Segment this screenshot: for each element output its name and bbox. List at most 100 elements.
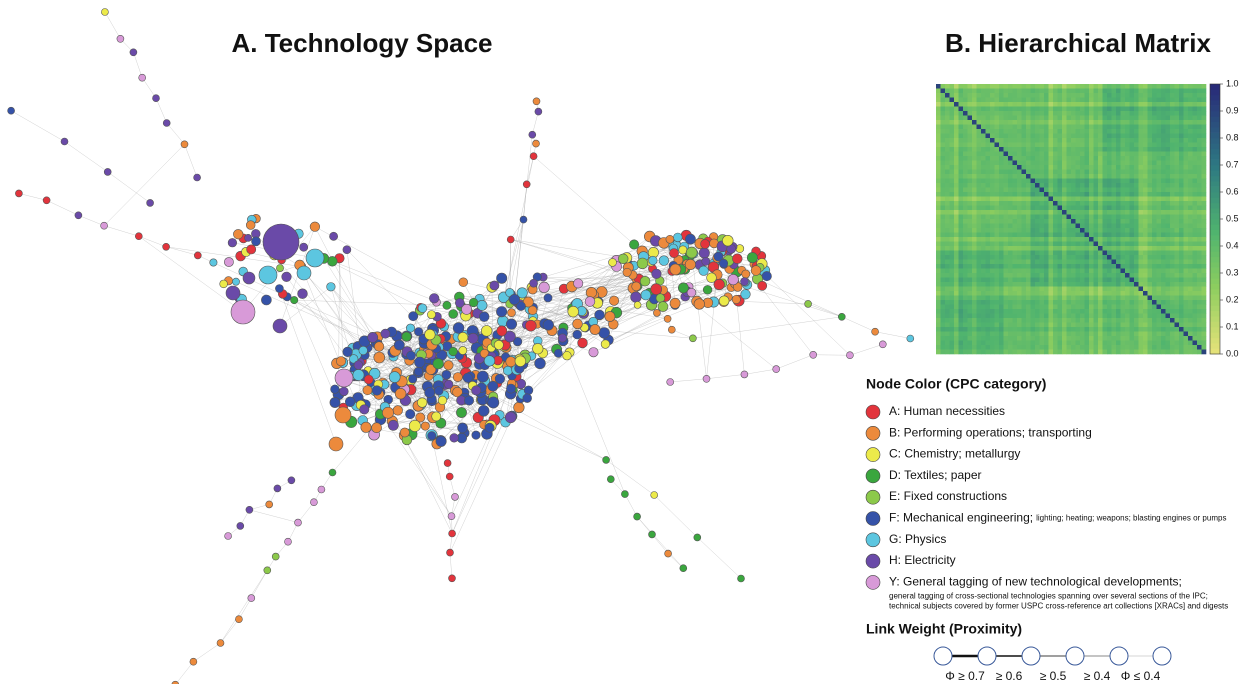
- heatmap-cell: [940, 291, 946, 296]
- network-node: [135, 232, 143, 240]
- heatmap-cell: [963, 124, 968, 130]
- heatmap-cell: [1134, 214, 1139, 220]
- heatmap-cell: [1071, 223, 1076, 229]
- heatmap-cell: [1044, 196, 1049, 202]
- heatmap-cell: [1147, 246, 1153, 251]
- heatmap-cell: [967, 277, 973, 283]
- heatmap-cell: [1053, 277, 1058, 283]
- network-node: [648, 255, 658, 266]
- network-node: [700, 239, 710, 249]
- heatmap-cell: [936, 124, 941, 130]
- network-node: [496, 325, 508, 337]
- heatmap-cell: [1066, 286, 1072, 292]
- heatmap-cell: [940, 259, 946, 265]
- heatmap-cell: [1012, 102, 1018, 107]
- heatmap-cell: [1152, 313, 1157, 319]
- heatmap-cell: [1048, 142, 1054, 148]
- heatmap-cell: [1147, 237, 1153, 242]
- heatmap-cell: [1138, 219, 1144, 224]
- heatmap-cell: [976, 169, 982, 175]
- heatmap-cell: [1066, 160, 1072, 166]
- heatmap-cell: [958, 187, 964, 193]
- heatmap-cell: [1107, 246, 1112, 251]
- heatmap-cell: [1174, 214, 1180, 220]
- network-node: [284, 537, 292, 546]
- heatmap-cell: [985, 309, 991, 314]
- network-node: [457, 331, 469, 343]
- heatmap-cell: [1174, 255, 1180, 260]
- heatmap-cell: [1089, 295, 1094, 301]
- heatmap-cell: [967, 223, 973, 229]
- heatmap-cell: [1057, 133, 1063, 139]
- heatmap-cell: [1147, 138, 1153, 143]
- heatmap-cell: [1129, 97, 1135, 103]
- heatmap-cell: [1143, 349, 1148, 355]
- heatmap-cell: [1152, 187, 1157, 193]
- heatmap-cell: [1057, 84, 1063, 89]
- heatmap-cell: [1066, 192, 1072, 197]
- heatmap-cell: [976, 84, 982, 89]
- heatmap-cell: [1008, 259, 1013, 265]
- heatmap-cell: [1053, 178, 1058, 184]
- heatmap-cell: [1026, 102, 1031, 107]
- heatmap-cell: [1003, 183, 1009, 188]
- heatmap-cell: [1057, 160, 1063, 166]
- heatmap-cell: [1089, 174, 1094, 179]
- heatmap-cell: [994, 237, 1000, 242]
- heatmap-cell: [967, 345, 973, 350]
- heatmap-cell: [1143, 259, 1148, 265]
- heatmap-cell: [1170, 313, 1175, 319]
- heatmap-cell: [999, 268, 1004, 274]
- heatmap-cell: [1107, 102, 1112, 107]
- heatmap-cell: [1116, 228, 1121, 233]
- colorbar-segment: [1210, 310, 1220, 317]
- heatmap-cell: [1170, 219, 1175, 224]
- heatmap-cell: [1035, 237, 1040, 242]
- heatmap-cell: [958, 304, 964, 310]
- heatmap-cell: [1089, 129, 1094, 134]
- heatmap-cell: [1062, 300, 1067, 305]
- heatmap-cell: [1147, 336, 1153, 341]
- heatmap-cell: [1147, 291, 1153, 296]
- heatmap-cell: [1201, 84, 1207, 89]
- heatmap-cell: [1039, 322, 1045, 328]
- heatmap-cell: [1143, 147, 1148, 152]
- heatmap-cell: [967, 97, 973, 103]
- heatmap-cell: [1035, 133, 1040, 139]
- heatmap-cell: [949, 268, 955, 274]
- heatmap-cell: [1089, 219, 1094, 224]
- network-edge: [279, 226, 316, 327]
- heatmap-cell: [1188, 336, 1193, 341]
- network-edge: [251, 570, 268, 599]
- heatmap-cell: [1098, 304, 1103, 310]
- heatmap-cell: [1062, 88, 1067, 94]
- heatmap-cell: [963, 106, 968, 112]
- heatmap-cell: [999, 129, 1004, 134]
- heatmap-cell: [963, 340, 968, 346]
- heatmap-cell: [1075, 201, 1081, 206]
- heatmap-cell: [1093, 151, 1099, 157]
- heatmap-cell: [949, 151, 955, 157]
- heatmap-cell: [1075, 295, 1081, 301]
- network-edge: [235, 281, 378, 345]
- heatmap-cell: [1048, 133, 1054, 139]
- network-node: [602, 456, 610, 464]
- network-node: [666, 378, 675, 386]
- heatmap-cell: [1107, 336, 1112, 341]
- heatmap-cell: [985, 205, 991, 211]
- heatmap-cell: [1174, 286, 1180, 292]
- heatmap-cell: [1138, 196, 1144, 202]
- heatmap-cell: [1192, 160, 1198, 166]
- heatmap-cell: [1021, 268, 1027, 274]
- heatmap-cell: [1201, 156, 1207, 161]
- heatmap-cell: [972, 102, 977, 107]
- heatmap-cell: [1179, 187, 1184, 193]
- heatmap-cell: [1071, 93, 1076, 98]
- heatmap-cell: [981, 192, 986, 197]
- network-node: [606, 475, 615, 484]
- heatmap-cell: [1035, 228, 1040, 233]
- heatmap-cell: [1026, 97, 1031, 103]
- heatmap-cell: [1102, 93, 1108, 98]
- heatmap-cell: [1188, 273, 1193, 278]
- heatmap-cell: [1098, 268, 1103, 274]
